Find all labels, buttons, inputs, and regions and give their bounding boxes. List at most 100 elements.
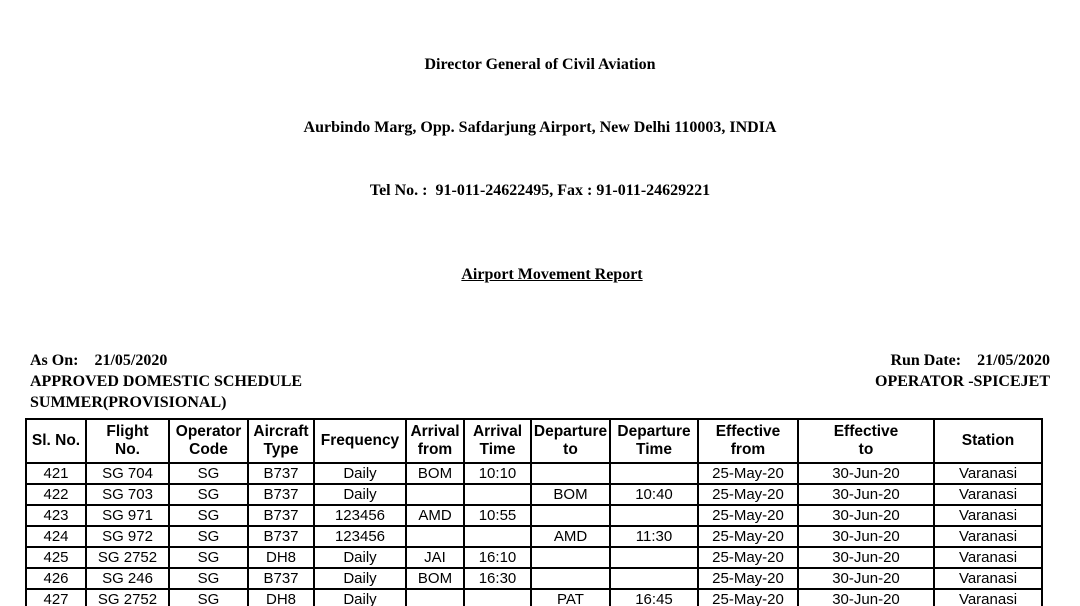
cell-effective-to: 30-Jun-20 [797, 588, 935, 606]
as-on-label: As On: [30, 352, 79, 369]
cell-arrival-time: 10:10 [463, 462, 532, 485]
table-row: 425 SG 2752 SG DH8 Daily JAI 16:10 25-May-20 30-… [25, 546, 1043, 569]
cell-effective-from: 25-May-20 [697, 483, 799, 506]
as-on-value: 21/05/2020 [94, 352, 168, 369]
cell-station: Varanasi [933, 462, 1043, 485]
cell-departure-to: BOM [530, 483, 611, 506]
cell-effective-from: 25-May-20 [697, 567, 799, 590]
cell-departure-to [530, 567, 611, 590]
cell-sl-no: 425 [25, 546, 87, 569]
cell-flight-no: SG 246 [85, 567, 170, 590]
cell-flight-no: SG 972 [85, 525, 170, 548]
operator-line: OPERATOR -SPICEJET [875, 373, 1050, 390]
cell-sl-no: 427 [25, 588, 87, 606]
cell-departure-time: 10:40 [609, 483, 699, 506]
table-head: Sl. No. Flight No. Operator Code Aircraft Type… [25, 418, 1043, 464]
cell-operator-code: SG [168, 483, 249, 506]
cell-sl-no: 421 [25, 462, 87, 485]
cell-aircraft-type: DH8 [247, 546, 315, 569]
col-header-departure-time: Departure Time [609, 418, 699, 464]
table-row: 422 SG 703 SG B737 Daily BOM 10:40 25-May-20 30-… [25, 483, 1043, 506]
col-header-flight-no: Flight No. [85, 418, 170, 464]
cell-aircraft-type: DH8 [247, 588, 315, 606]
cell-effective-to: 30-Jun-20 [797, 567, 935, 590]
cell-flight-no: SG 2752 [85, 588, 170, 606]
cell-departure-time: 11:30 [609, 525, 699, 548]
col-header-frequency: Frequency [313, 418, 407, 464]
cell-effective-to: 30-Jun-20 [797, 504, 935, 527]
cell-arrival-time: 10:55 [463, 504, 532, 527]
cell-operator-code: SG [168, 525, 249, 548]
cell-arrival-time [463, 588, 532, 606]
cell-operator-code: SG [168, 504, 249, 527]
cell-flight-no: SG 703 [85, 483, 170, 506]
cell-station: Varanasi [933, 588, 1043, 606]
cell-arrival-from [405, 588, 465, 606]
col-header-sl-no: Sl. No. [25, 418, 87, 464]
table-header-row: Sl. No. Flight No. Operator Code Aircraft Type… [25, 418, 1043, 464]
cell-station: Varanasi [933, 567, 1043, 590]
cell-frequency: Daily [313, 462, 407, 485]
cell-departure-to [530, 546, 611, 569]
cell-station: Varanasi [933, 525, 1043, 548]
org-name: Director General of Civil Aviation [424, 56, 656, 73]
table-body: 421 SG 704 SG B737 Daily BOM 10:10 25-May-20 30-… [25, 462, 1043, 606]
table-row: 423 SG 971 SG B737 123456 AMD 10:55 25-May-20 30… [25, 504, 1043, 527]
col-header-aircraft-type: Aircraft Type [247, 418, 315, 464]
run-date-label: Run Date: [890, 352, 962, 369]
cell-departure-to [530, 504, 611, 527]
cell-sl-no: 423 [25, 504, 87, 527]
cell-operator-code: SG [168, 546, 249, 569]
cell-effective-to: 30-Jun-20 [797, 525, 935, 548]
meta-left: As On: 21/05/2020 APPROVED DOMESTIC SCHED… [30, 350, 302, 413]
cell-effective-from: 25-May-20 [697, 504, 799, 527]
report-title: Airport Movement Report [461, 266, 643, 283]
cell-operator-code: SG [168, 462, 249, 485]
cell-effective-from: 25-May-20 [697, 525, 799, 548]
table-row: 427 SG 2752 SG DH8 Daily PAT 16:45 25-May-20 30-… [25, 588, 1043, 606]
cell-arrival-time [463, 483, 532, 506]
cell-effective-to: 30-Jun-20 [797, 546, 935, 569]
col-header-operator-code: Operator Code [168, 418, 249, 464]
cell-effective-to: 30-Jun-20 [797, 483, 935, 506]
cell-departure-to: AMD [530, 525, 611, 548]
as-on-line: As On: 21/05/2020 [30, 350, 302, 371]
cell-flight-no: SG 704 [85, 462, 170, 485]
cell-frequency: Daily [313, 546, 407, 569]
cell-aircraft-type: B737 [247, 504, 315, 527]
col-header-station: Station [933, 418, 1043, 464]
schedule-type-line2: SUMMER(PROVISIONAL) [30, 394, 227, 411]
cell-effective-from: 25-May-20 [697, 462, 799, 485]
cell-frequency: 123456 [313, 504, 407, 527]
cell-departure-time [609, 567, 699, 590]
cell-departure-time: 16:45 [609, 588, 699, 606]
flight-schedule-table: Sl. No. Flight No. Operator Code Aircraft Type… [25, 418, 1043, 606]
cell-departure-time [609, 462, 699, 485]
cell-frequency: Daily [313, 588, 407, 606]
cell-station: Varanasi [933, 546, 1043, 569]
run-date-line: Run Date: 21/05/2020 [875, 350, 1050, 371]
cell-effective-to: 30-Jun-20 [797, 462, 935, 485]
col-header-departure-to: Departure to [530, 418, 611, 464]
cell-operator-code: SG [168, 588, 249, 606]
report-meta: As On: 21/05/2020 APPROVED DOMESTIC SCHED… [0, 348, 1080, 413]
cell-aircraft-type: B737 [247, 525, 315, 548]
cell-arrival-from [405, 483, 465, 506]
org-tel-fax: Tel No. : 91-011-24622495, Fax : 91-011-… [369, 182, 711, 199]
cell-departure-time [609, 504, 699, 527]
cell-sl-no: 426 [25, 567, 87, 590]
cell-departure-time [609, 546, 699, 569]
cell-arrival-from: AMD [405, 504, 465, 527]
cell-frequency: Daily [313, 483, 407, 506]
cell-effective-from: 25-May-20 [697, 588, 799, 606]
cell-arrival-time: 16:30 [463, 567, 532, 590]
cell-departure-to: PAT [530, 588, 611, 606]
cell-frequency: 123456 [313, 525, 407, 548]
col-header-arrival-from: Arrival from [405, 418, 465, 464]
meta-right: Run Date: 21/05/2020 OPERATOR -SPICEJET [875, 350, 1050, 413]
cell-departure-to [530, 462, 611, 485]
cell-arrival-time [463, 525, 532, 548]
cell-arrival-from [405, 525, 465, 548]
cell-effective-from: 25-May-20 [697, 546, 799, 569]
